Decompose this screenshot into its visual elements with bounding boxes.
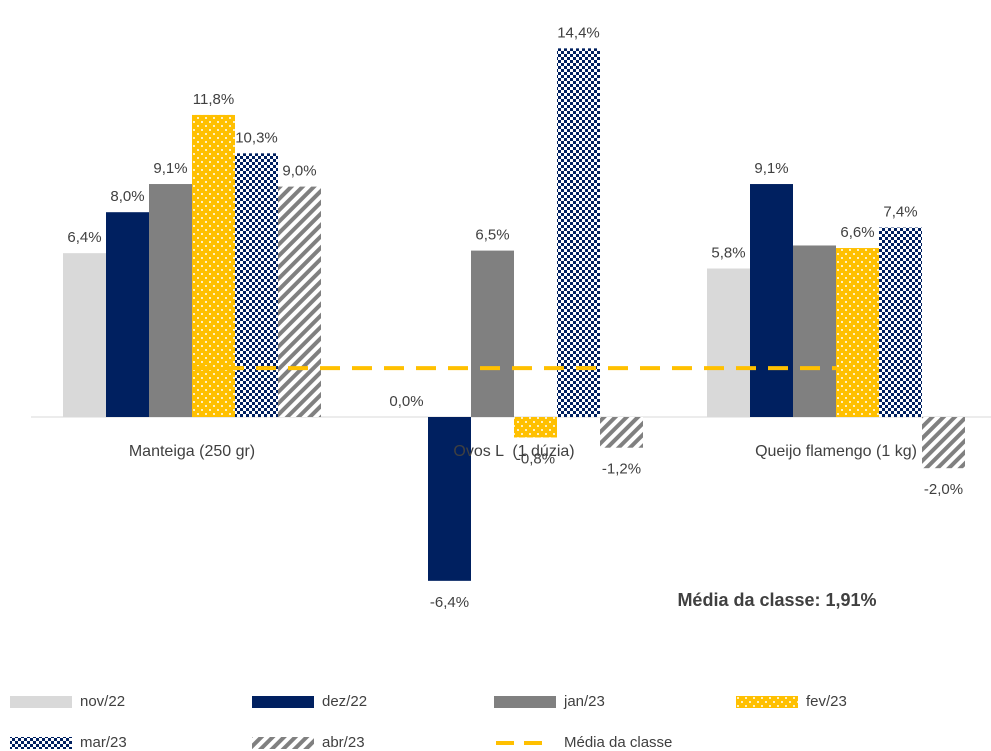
bar [879, 227, 922, 417]
legend-swatch [252, 696, 314, 708]
bar [750, 184, 793, 417]
bar [63, 253, 106, 417]
legend-label: mar/23 [80, 734, 127, 751]
bar [471, 250, 514, 417]
data-label: 11,8% [193, 91, 234, 108]
bar [278, 186, 321, 417]
legend-label: dez/22 [322, 693, 367, 710]
bar [707, 268, 750, 417]
legend-label: jan/23 [563, 693, 605, 710]
data-label: 6,5% [475, 227, 509, 244]
data-label: 7,4% [883, 204, 917, 221]
legend-swatch [252, 737, 314, 749]
category-label: Ovos L (1 dúzia) [453, 443, 574, 460]
data-label: 9,1% [754, 160, 788, 177]
data-label: -2,0% [924, 481, 963, 498]
data-label: 10,3% [235, 129, 278, 146]
data-label: 8,0% [110, 188, 144, 205]
data-label: 6,6% [840, 224, 874, 241]
legend-swatch [10, 696, 72, 708]
legend-label: nov/22 [80, 693, 125, 710]
legend-swatch [736, 696, 798, 708]
category-label: Manteiga (250 gr) [129, 443, 255, 460]
category-label: Queijo flamengo (1 kg) [755, 443, 917, 460]
legend-swatch [494, 696, 556, 708]
data-label: 5,8% [711, 244, 745, 261]
bar [235, 153, 278, 417]
bar [106, 212, 149, 417]
bar [793, 245, 836, 417]
bar [149, 184, 192, 417]
bar [922, 417, 965, 469]
data-label: -1,2% [602, 461, 641, 478]
data-label: 0,0% [389, 393, 423, 410]
data-label: 14,4% [557, 24, 600, 41]
data-label: 9,1% [153, 160, 187, 177]
legend-label: abr/23 [322, 734, 365, 751]
bar [192, 114, 235, 418]
annotation: Média da classe: 1,91% [677, 590, 876, 610]
legend-swatch [10, 737, 72, 749]
bar [428, 417, 471, 581]
bar [836, 248, 879, 417]
bar [514, 417, 557, 438]
bar [600, 417, 643, 448]
data-label: 6,4% [67, 229, 101, 246]
legend-label: fev/23 [806, 693, 847, 710]
legend-label: Média da classe [564, 734, 672, 751]
data-label: 9,0% [282, 163, 316, 180]
data-label: -6,4% [430, 594, 469, 611]
data-label: -0,8% [516, 450, 555, 467]
bar [557, 48, 600, 418]
